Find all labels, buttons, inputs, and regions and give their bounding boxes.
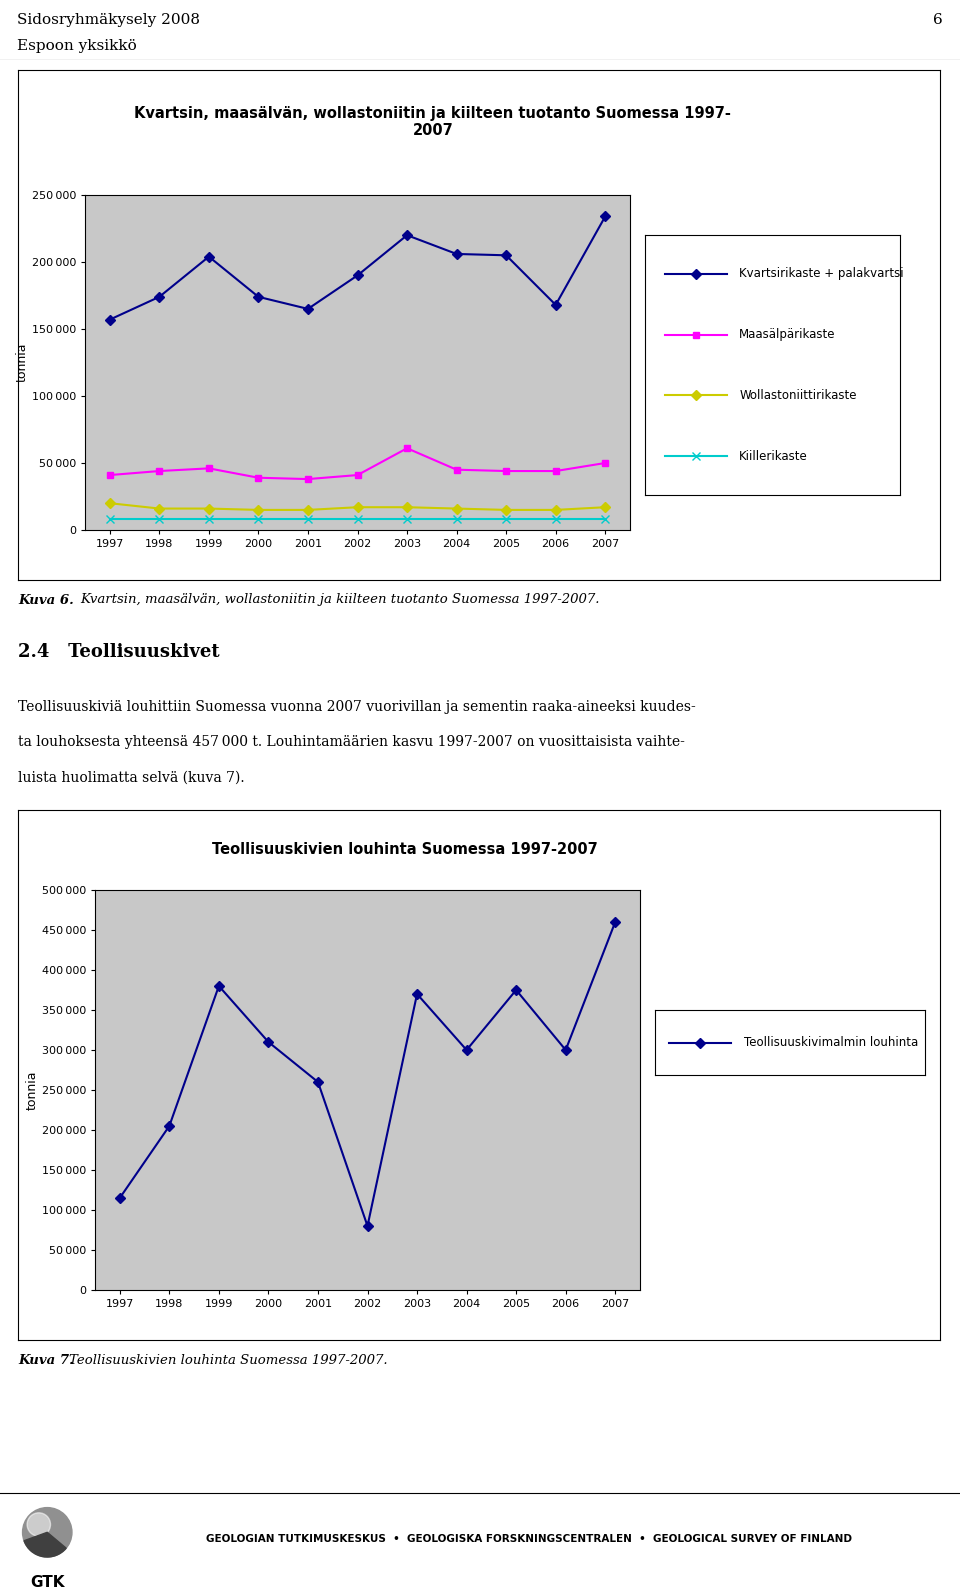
Text: Kiillerikaste: Kiillerikaste: [739, 449, 808, 462]
Y-axis label: tonnia: tonnia: [26, 1070, 38, 1110]
Text: 6: 6: [933, 13, 943, 27]
Circle shape: [22, 1507, 72, 1556]
Text: Kvartsin, maasälvän, wollastoniitin ja kiilteen tuotanto Suomessa 1997-
2007: Kvartsin, maasälvän, wollastoniitin ja k…: [134, 105, 732, 139]
Text: Teollisuuskivien louhinta Suomessa 1997-2007.: Teollisuuskivien louhinta Suomessa 1997-…: [69, 1354, 387, 1367]
Text: Kvartsirikaste + palakvartsi: Kvartsirikaste + palakvartsi: [739, 268, 904, 280]
Text: Kuva 7.: Kuva 7.: [18, 1354, 74, 1367]
Text: Teollisuuskivien louhinta Suomessa 1997-2007: Teollisuuskivien louhinta Suomessa 1997-…: [212, 841, 598, 857]
Text: Wollastoniittirikaste: Wollastoniittirikaste: [739, 389, 857, 401]
Text: Kuva 6.: Kuva 6.: [18, 594, 74, 607]
Text: 2.4   Teollisuuskivet: 2.4 Teollisuuskivet: [18, 644, 220, 661]
Wedge shape: [24, 1532, 66, 1556]
Text: GEOLOGIAN TUTKIMUSKESKUS  •  GEOLOGISKA FORSKNINGSCENTRALEN  •  GEOLOGICAL SURVE: GEOLOGIAN TUTKIMUSKESKUS • GEOLOGISKA FO…: [206, 1534, 852, 1545]
Text: Maasälpärikaste: Maasälpärikaste: [739, 328, 836, 341]
Text: Sidosryhmäkysely 2008: Sidosryhmäkysely 2008: [17, 13, 201, 27]
Text: ta louhoksesta yhteensä 457 000 t. Louhintamäärien kasvu 1997-2007 on vuosittais: ta louhoksesta yhteensä 457 000 t. Louhi…: [18, 734, 684, 749]
Circle shape: [27, 1513, 51, 1536]
Text: Teollisuuskiviä louhittiin Suomessa vuonna 2007 vuorivillan ja sementin raaka-ai: Teollisuuskiviä louhittiin Suomessa vuon…: [18, 699, 696, 714]
Text: luista huolimatta selvä (kuva 7).: luista huolimatta selvä (kuva 7).: [18, 771, 245, 784]
Text: GTK: GTK: [30, 1575, 64, 1590]
Text: Teollisuuskivimalmin louhinta: Teollisuuskivimalmin louhinta: [744, 1035, 919, 1050]
Text: Kvartsin, maasälvän, wollastoniitin ja kiilteen tuotanto Suomessa 1997-2007.: Kvartsin, maasälvän, wollastoniitin ja k…: [81, 594, 600, 607]
Text: Espoon yksikkö: Espoon yksikkö: [17, 38, 137, 53]
Y-axis label: tonnia: tonnia: [15, 342, 29, 382]
